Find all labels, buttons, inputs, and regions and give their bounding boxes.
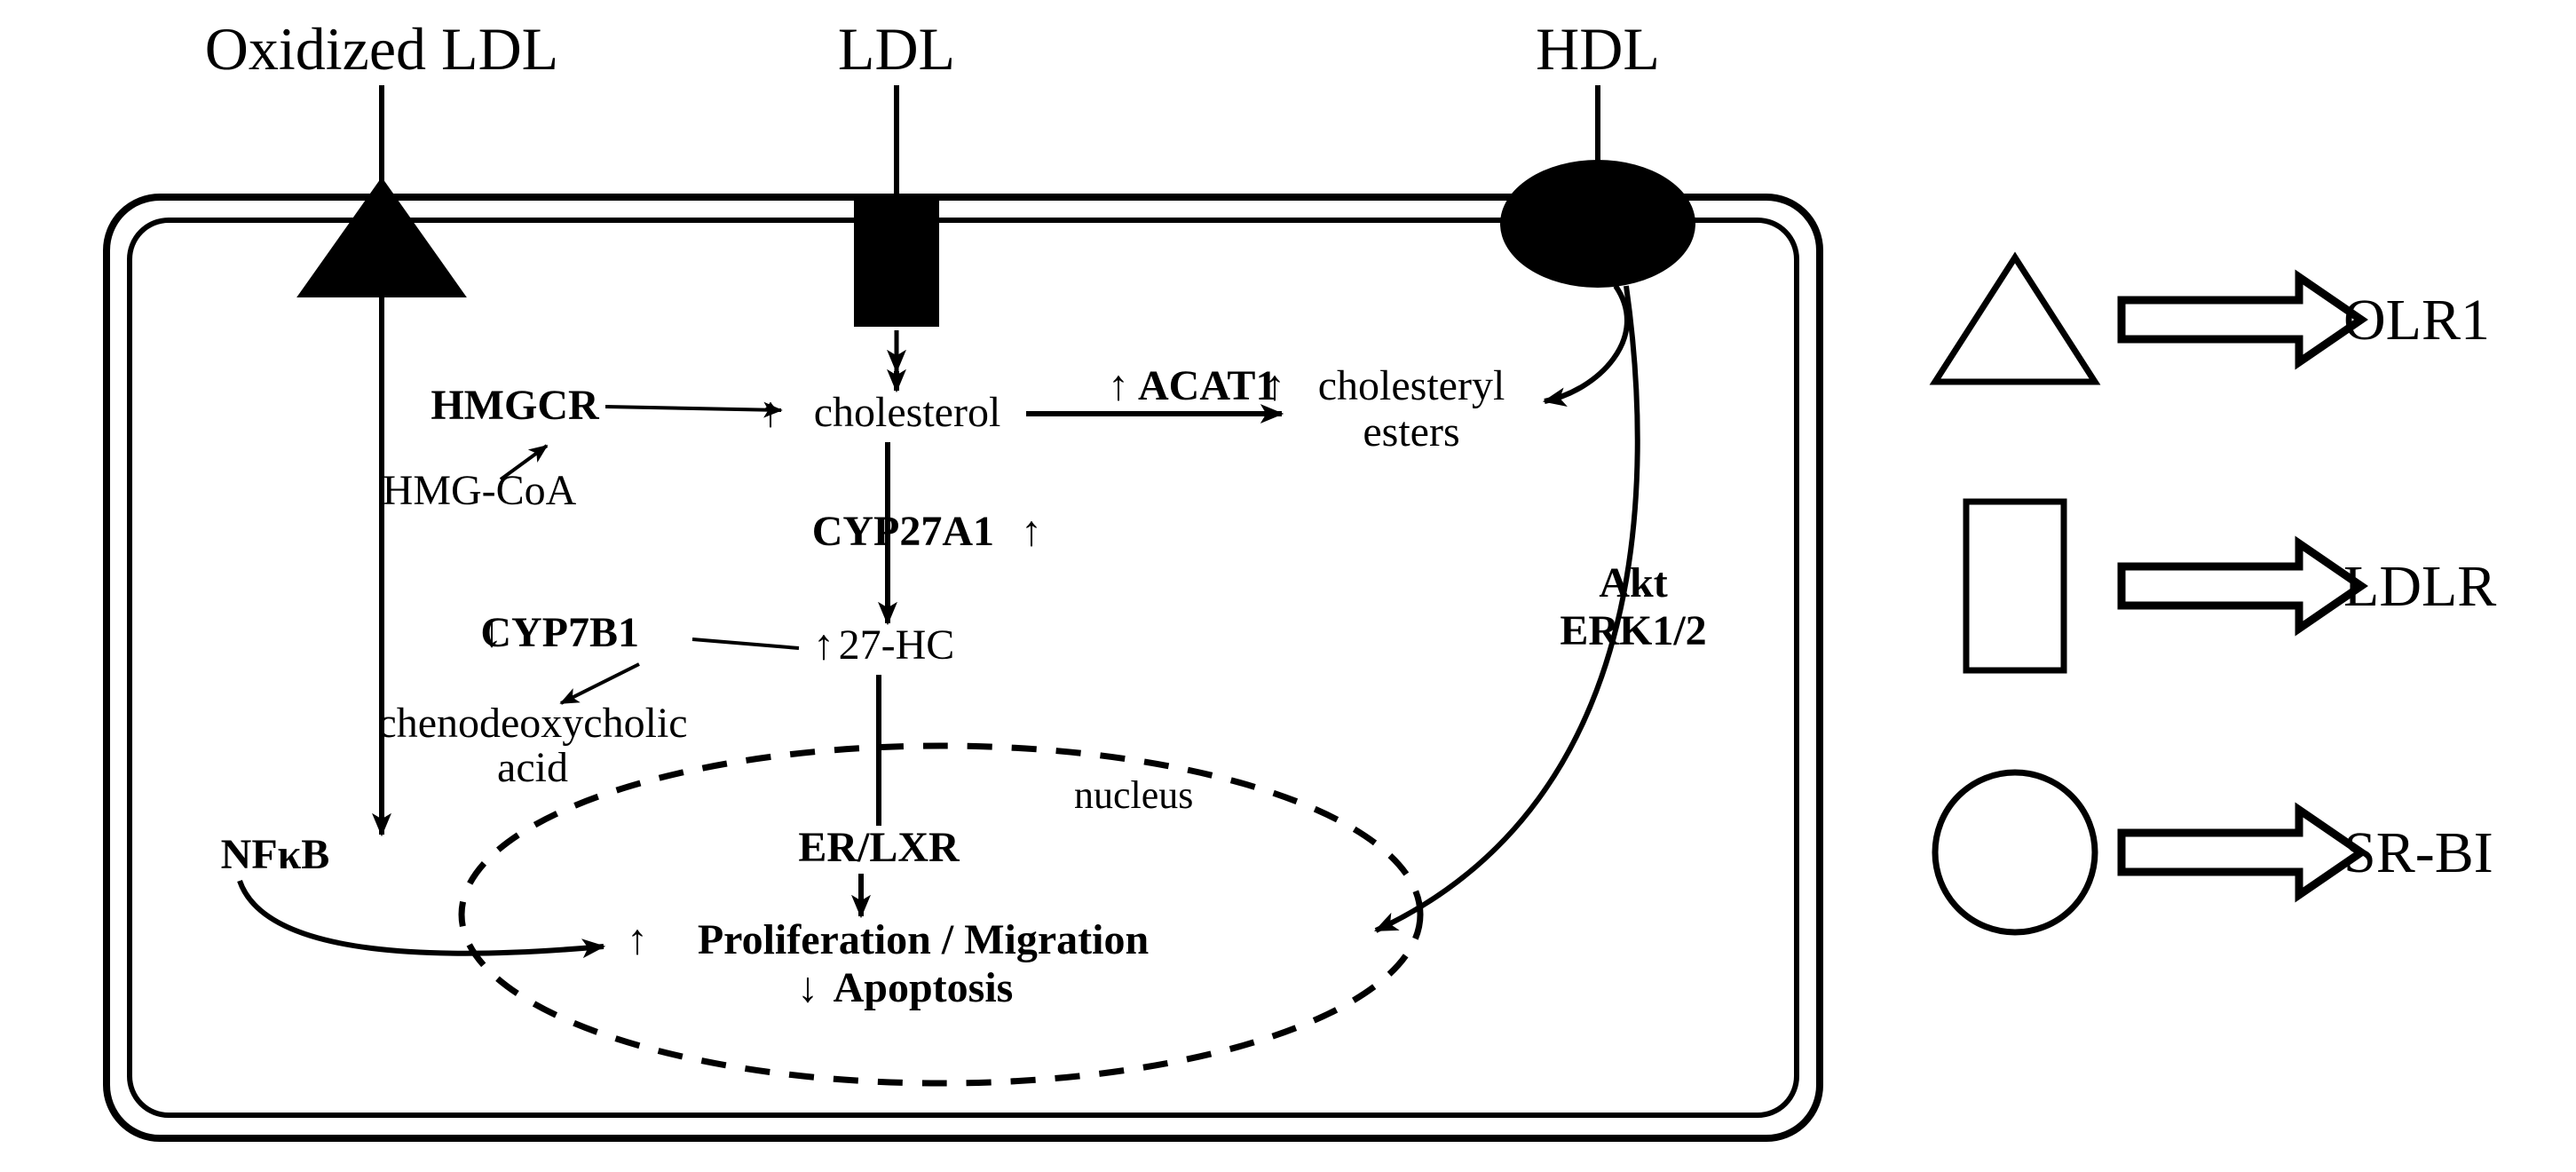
legend-arrow-2: [2122, 810, 2361, 895]
legend-label-olr1: OLR1: [2343, 288, 2490, 352]
svg-text:↑: ↑: [1021, 508, 1042, 555]
svg-text:↑: ↑: [627, 916, 648, 963]
node-cheno_l2: acid: [497, 744, 568, 791]
nucleus-label: nucleus: [1074, 773, 1193, 817]
legend-arrow-1: [2122, 543, 2361, 629]
node-erk: ERK1/2: [1560, 607, 1706, 654]
node-chol_esters_l2: esters: [1363, 408, 1459, 455]
legend-arrow-0: [2122, 277, 2361, 362]
legend-rect-icon: [1966, 502, 2064, 670]
ldl-receptor-icon: [854, 194, 939, 327]
legend-triangle-icon: [1935, 257, 2095, 382]
node-cheno_l1: chenodeoxycholic: [377, 700, 687, 747]
node-erlxr: ER/LXR: [798, 824, 960, 871]
node-cholesterol: cholesterol: [814, 389, 1001, 436]
svg-text:↓: ↓: [797, 964, 818, 1011]
hdl-header: HDL: [1536, 15, 1660, 83]
svg-text:↑: ↑: [813, 622, 834, 669]
arrow-hmgcr-to-chol: [605, 407, 781, 410]
svg-text:↑: ↑: [1264, 362, 1285, 409]
node-chol_esters_l1: cholesteryl: [1318, 362, 1505, 409]
node-apoptosis: Apoptosis: [834, 964, 1014, 1011]
arrow-hdl-to-esters: [1545, 286, 1627, 401]
node-akt: Akt: [1599, 559, 1667, 606]
arrow-cyp7b1-to-cheno: [561, 664, 639, 703]
node-hmgcr: HMGCR: [431, 382, 600, 429]
svg-text:↑: ↑: [1108, 362, 1129, 409]
node-cyp7b1: CYP7B1: [480, 609, 639, 656]
node-nfkb: NFκB: [221, 831, 330, 878]
hdl-receptor-icon: [1500, 160, 1695, 288]
legend-circle-icon: [1935, 772, 2095, 932]
svg-text:↑: ↑: [760, 389, 781, 436]
node-cyp27a1: CYP27A1: [812, 508, 994, 555]
svg-text:↓: ↓: [481, 609, 502, 656]
node-acat1: ACAT1: [1138, 362, 1276, 409]
nucleus-outline: [462, 746, 1420, 1083]
arrow-nfkb-to-prolif: [240, 881, 604, 954]
legend-label-ldlr: LDLR: [2343, 554, 2496, 619]
ldl-header: LDL: [838, 15, 955, 83]
arrow-27hc-to-cyp7b1: [692, 639, 799, 648]
node-prolif: Proliferation / Migration: [698, 916, 1149, 963]
node-hmgcoa: HMG-CoA: [383, 467, 577, 514]
legend-label-sr-bi: SR-BI: [2343, 820, 2493, 885]
node-hc27: 27-HC: [839, 622, 955, 669]
oxldl-header: Oxidized LDL: [205, 15, 558, 83]
